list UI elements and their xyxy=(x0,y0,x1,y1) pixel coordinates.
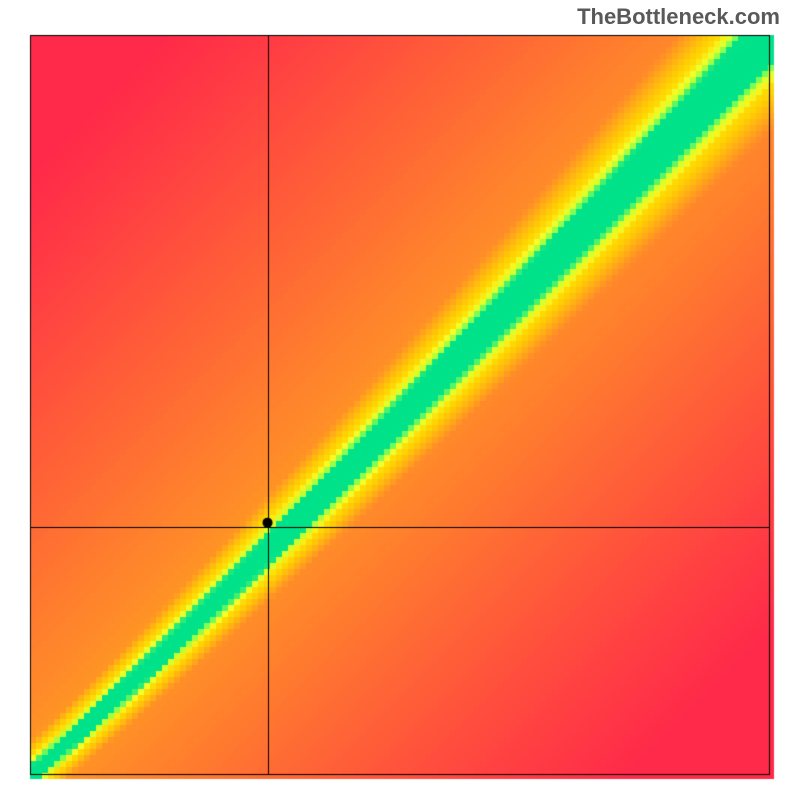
heatmap-canvas xyxy=(0,0,800,800)
watermark-text: TheBottleneck.com xyxy=(577,4,780,30)
chart-container: TheBottleneck.com xyxy=(0,0,800,800)
